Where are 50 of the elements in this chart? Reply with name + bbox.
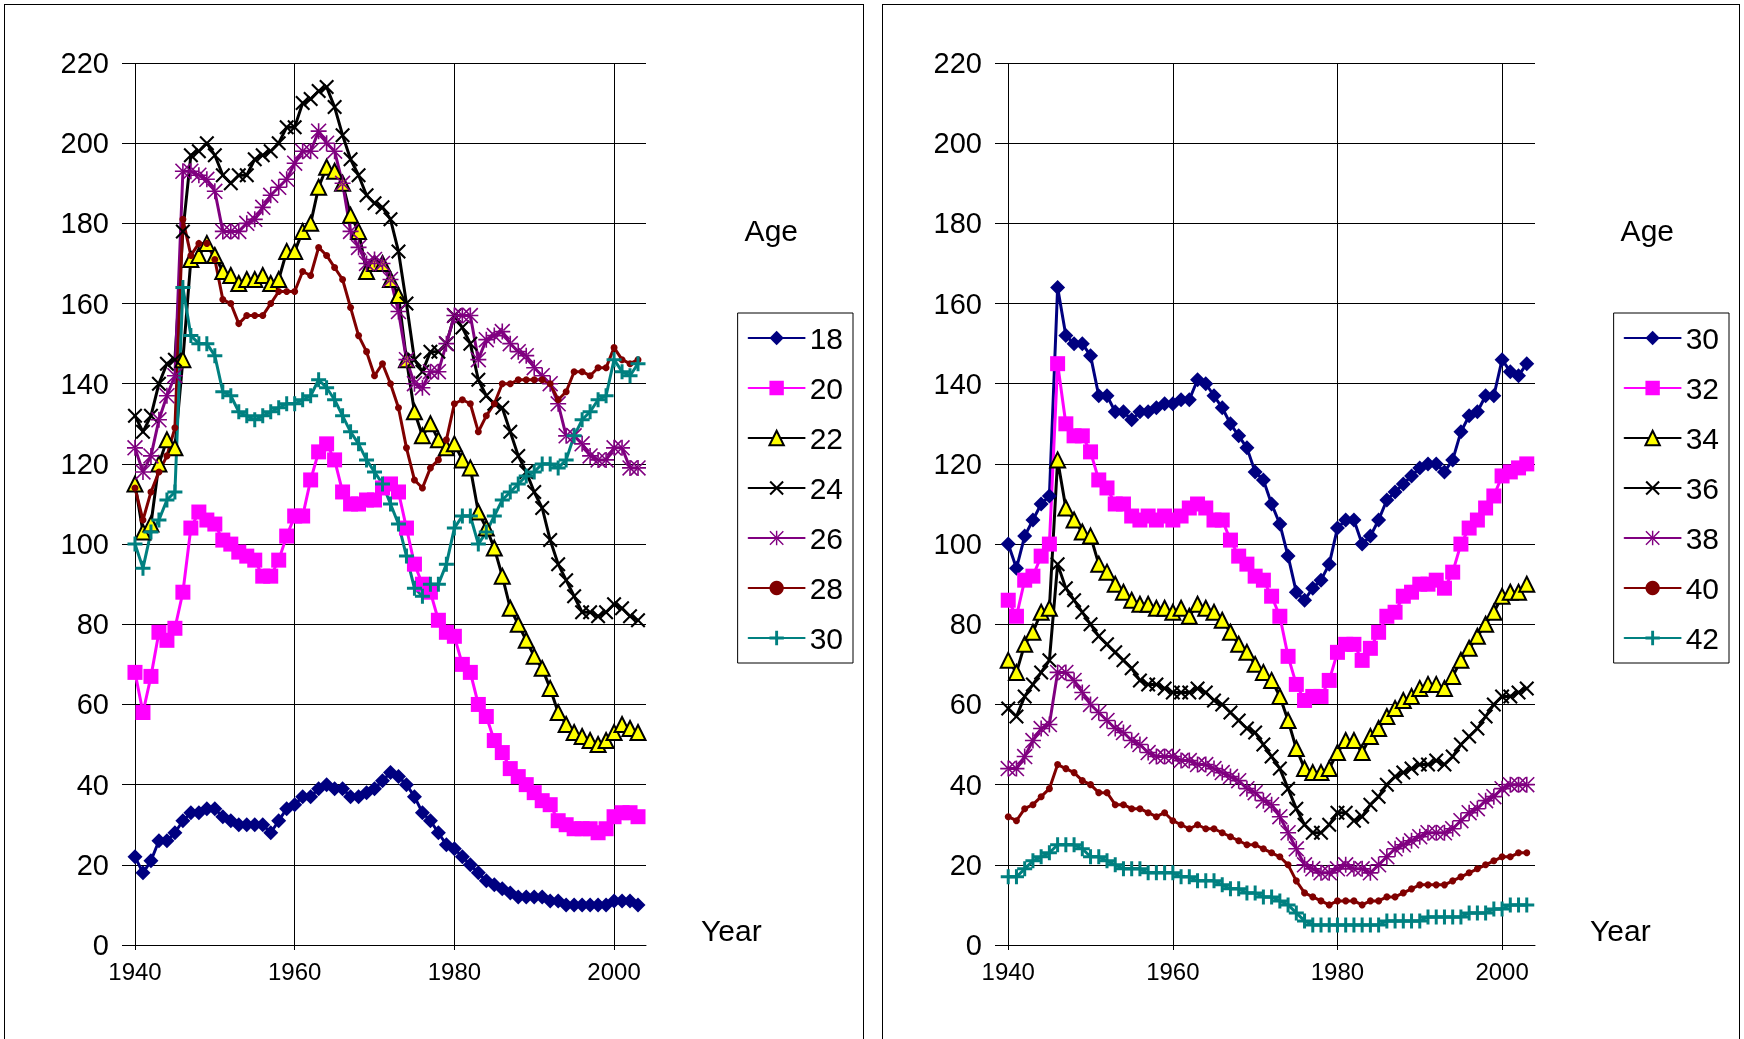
y-tick-label: 120 [60, 447, 109, 480]
x-tick-label: 1980 [1310, 957, 1365, 985]
y-tick-label: 100 [933, 528, 982, 561]
y-tick-label: 220 [60, 47, 109, 79]
x-tick-label: 1940 [108, 957, 162, 985]
x-tick-label: 1940 [981, 957, 1035, 985]
y-tick-label: 40 [949, 768, 982, 801]
y-tick-label: 40 [76, 768, 109, 801]
legend-label: 20 [809, 371, 844, 405]
legend-title: Age [1620, 213, 1675, 247]
x-tick-label: 1980 [427, 957, 482, 985]
y-tick-label: 220 [933, 47, 982, 79]
legend-label: 34 [1685, 421, 1720, 455]
legend-label: 38 [1685, 521, 1720, 555]
x-axis-title: Year [701, 913, 762, 947]
legend-label: 28 [809, 571, 844, 605]
legend-label: 18 [809, 321, 844, 355]
x-tick-label: 2000 [1475, 957, 1529, 985]
legend-label: 36 [1685, 471, 1720, 505]
legend-label: 24 [809, 471, 844, 505]
y-tick-label: 20 [949, 848, 982, 881]
y-tick-label: 80 [76, 608, 109, 641]
x-tick-label: 1960 [267, 957, 322, 985]
legend-label: 26 [809, 521, 844, 555]
x-tick-label: 1960 [1146, 957, 1200, 985]
y-tick-label: 160 [933, 287, 982, 320]
legend-label: 30 [1685, 321, 1720, 355]
y-tick-label: 0 [92, 929, 109, 961]
y-tick-label: 200 [60, 127, 109, 160]
y-tick-label: 140 [933, 367, 982, 400]
y-tick-label: 180 [60, 207, 109, 240]
y-tick-label: 20 [76, 848, 109, 881]
legend-label: 32 [1685, 371, 1720, 405]
legend-title: Age [744, 213, 799, 247]
legend-label: 40 [1685, 571, 1720, 605]
legend-label: 22 [809, 421, 844, 455]
legend-label: 42 [1685, 621, 1720, 655]
y-tick-label: 60 [949, 688, 982, 721]
y-tick-label: 80 [949, 608, 982, 641]
x-axis-title: Year [1590, 913, 1651, 947]
x-tick-label: 2000 [587, 957, 641, 985]
y-tick-label: 140 [60, 367, 109, 400]
legend-label: 30 [809, 621, 844, 655]
y-tick-label: 120 [933, 447, 982, 480]
y-tick-label: 60 [76, 688, 109, 721]
y-tick-label: 180 [933, 207, 982, 240]
y-tick-label: 200 [933, 127, 982, 160]
y-tick-label: 160 [60, 287, 109, 320]
y-tick-label: 0 [965, 929, 982, 961]
y-tick-label: 100 [60, 528, 109, 561]
